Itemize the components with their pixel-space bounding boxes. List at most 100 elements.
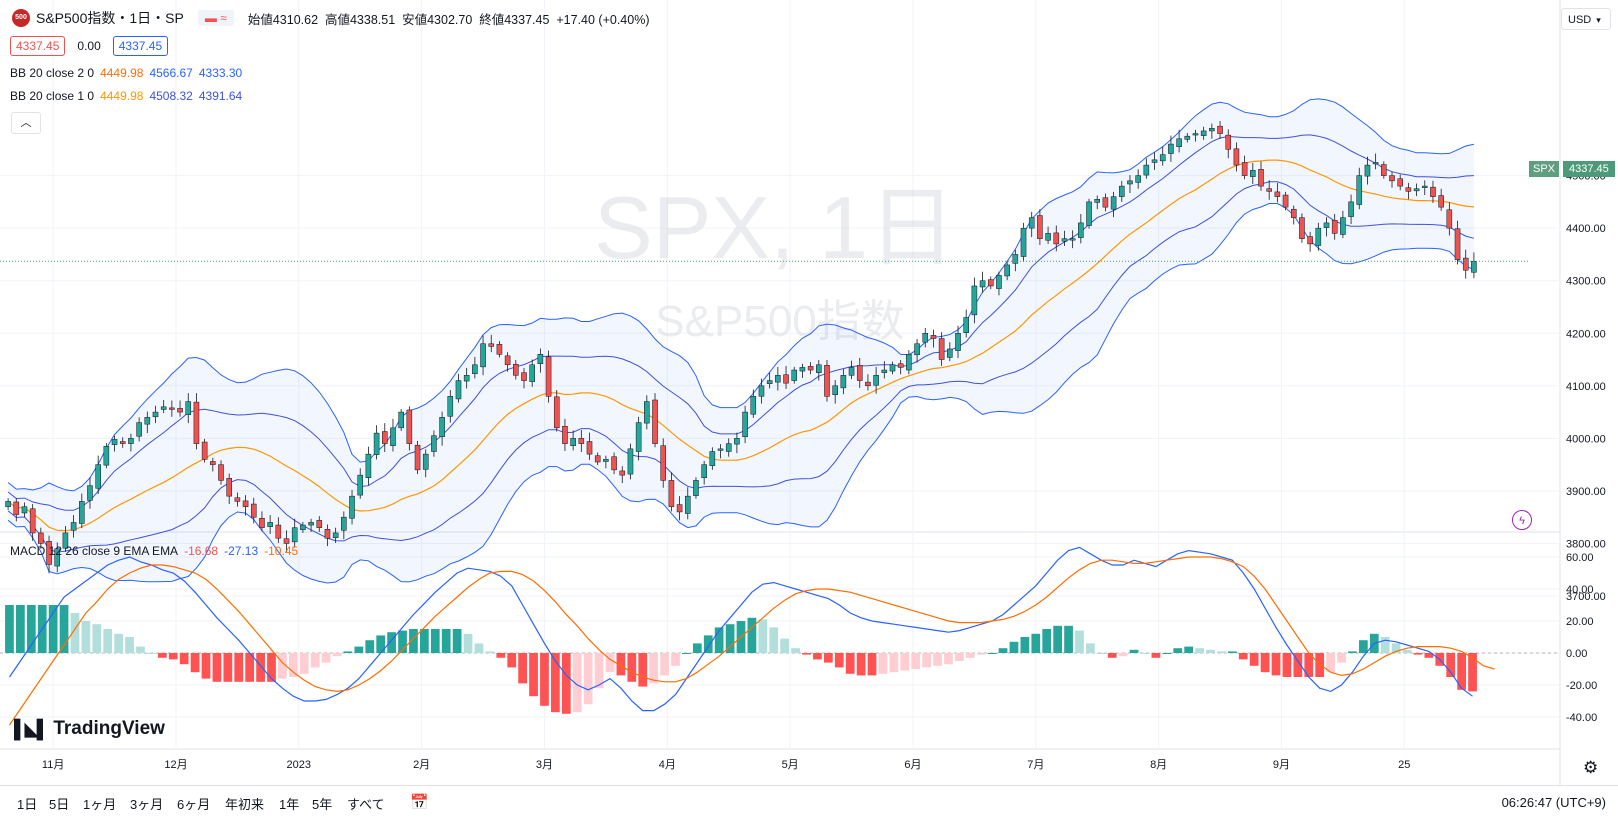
candle-down: [414, 444, 421, 471]
candle-up: [734, 438, 740, 445]
clock-time[interactable]: 06:26:47 (UTC+9): [1501, 795, 1606, 810]
candle-up: [922, 333, 929, 343]
candle-up: [357, 474, 364, 496]
price-tag-value: 4337.45: [1563, 161, 1615, 177]
settings-gear-icon[interactable]: ⚙: [1583, 758, 1599, 777]
candle-down: [1217, 125, 1223, 134]
candle-up: [1168, 143, 1174, 154]
macd-histogram-bar: [561, 653, 571, 714]
macd-label: MACD 12 26 close 9 EMA EMA: [10, 544, 179, 558]
candle-up: [341, 516, 347, 531]
macd-histogram-bar: [1413, 653, 1423, 655]
candle-up: [1413, 188, 1420, 192]
macd-legend[interactable]: MACD 12 26 close 9 EMA EMA -16.68 -27.13…: [10, 544, 298, 558]
range-5y-button[interactable]: 5年: [312, 797, 333, 812]
macd-histogram-bar: [1337, 653, 1346, 663]
macd-axis-label: 20.00: [1566, 616, 1594, 628]
range-3m-button[interactable]: 3ヶ月: [130, 797, 164, 812]
macd-histogram-bar: [813, 653, 822, 660]
alert-icon[interactable]: ϟ: [1512, 510, 1532, 530]
candle-up: [1151, 159, 1158, 163]
bb2-upper: 4566.67: [149, 66, 193, 80]
macd-histogram-bar: [1031, 633, 1041, 653]
candle-up: [1086, 201, 1092, 226]
candle-up: [1192, 133, 1199, 136]
legend-collapse-button[interactable]: ︿: [11, 112, 41, 134]
macd-histogram-bar: [692, 643, 702, 653]
calendar-icon[interactable]: 📅: [410, 794, 429, 811]
candle-down: [578, 438, 585, 444]
bb1-label: BB 20 close 1 0: [10, 89, 95, 103]
indicator-toggle-icon[interactable]: ▬ ≈: [197, 10, 234, 26]
candle-down: [824, 365, 830, 397]
macd-histogram-bar: [900, 653, 910, 671]
candle-down: [406, 409, 413, 444]
bb1-legend[interactable]: BB 20 close 1 0 4449.98 4508.32 4391.64: [10, 89, 242, 103]
candle-up: [1143, 164, 1150, 176]
range-all-button[interactable]: すべて: [347, 797, 385, 812]
price-axis-label: 4100.00: [1566, 381, 1606, 393]
macd-axis-label: -40.00: [1566, 712, 1597, 724]
candle-up: [635, 422, 642, 452]
macd-histogram-bar: [398, 630, 407, 653]
macd-histogram-bar: [212, 653, 222, 682]
macd-histogram-bar: [190, 653, 200, 673]
macd-histogram-bar: [201, 653, 211, 679]
currency-selector[interactable]: USD ▾: [1561, 8, 1611, 30]
candle-down: [1462, 257, 1469, 271]
sell-price-button[interactable]: 4337.45: [10, 36, 66, 56]
candle-up: [455, 380, 462, 400]
candle-down: [1307, 236, 1313, 245]
candle-up: [136, 422, 142, 437]
macd-histogram-bar: [823, 653, 833, 663]
buy-price-button[interactable]: 4337.45: [112, 36, 169, 56]
macd-histogram-bar: [955, 653, 964, 661]
candle-up: [537, 354, 544, 364]
tradingview-logo[interactable]: ▌◣▌ TradingView: [14, 718, 165, 740]
candle-up: [996, 275, 1002, 289]
macd-histogram-bar: [1195, 648, 1204, 653]
candle-up: [54, 548, 61, 567]
macd-histogram-bar: [1042, 629, 1052, 653]
candle-up: [398, 411, 404, 429]
candle-up: [447, 396, 454, 417]
candle-down: [504, 355, 511, 366]
macd-histogram-bar: [671, 653, 680, 666]
range-ytd-button[interactable]: 年初来: [225, 797, 265, 812]
symbol-title[interactable]: S&P500指数・1日・SP: [36, 10, 184, 26]
candle-up: [889, 364, 896, 372]
range-1m-button[interactable]: 1ヶ月: [83, 797, 117, 812]
range-6m-button[interactable]: 6ヶ月: [177, 797, 211, 812]
macd-histogram-bar: [638, 653, 648, 687]
time-axis-label: 8月: [1150, 759, 1167, 771]
macd-axis-label: 60.00: [1566, 552, 1594, 564]
macd-histogram-bar: [529, 653, 538, 697]
macd-histogram-bar: [365, 640, 375, 653]
candle-up: [1421, 185, 1428, 188]
macd-histogram-bar: [136, 646, 145, 653]
range-1y-button[interactable]: 1年: [279, 797, 300, 812]
price-axis-label: 3800.00: [1566, 538, 1606, 550]
bb1-lower: 4391.64: [198, 89, 243, 103]
range-1d-button[interactable]: 1日: [17, 797, 38, 812]
candle-up: [742, 411, 748, 438]
macd-histogram-bar: [1107, 653, 1117, 658]
candle-up: [1250, 170, 1256, 177]
macd-histogram-bar: [998, 648, 1008, 653]
range-5d-button[interactable]: 5日: [49, 797, 70, 812]
candle-up: [1323, 222, 1330, 228]
candle-up: [709, 451, 716, 466]
candle-up: [799, 367, 806, 372]
macd-histogram-bar: [1358, 640, 1368, 653]
bb1-upper: 4508.32: [149, 89, 193, 103]
candle-up: [185, 401, 192, 415]
macd-histogram-bar: [1173, 648, 1183, 653]
macd-histogram-bar: [1315, 653, 1325, 677]
candle-down: [545, 356, 552, 397]
time-axis-label: 4月: [659, 759, 676, 771]
candle-up: [963, 317, 969, 333]
bb2-legend[interactable]: BB 20 close 2 0 4449.98 4566.67 4333.30: [10, 66, 242, 80]
candle-up: [701, 464, 707, 479]
